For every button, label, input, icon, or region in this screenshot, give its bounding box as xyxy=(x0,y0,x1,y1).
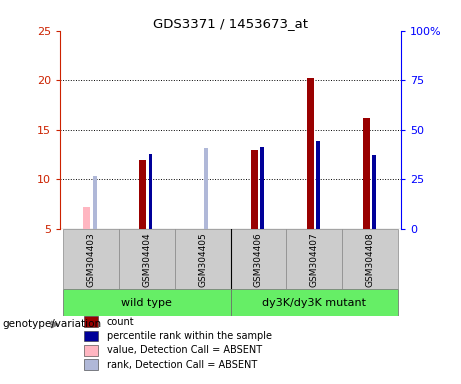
Bar xyxy=(175,229,230,289)
Bar xyxy=(93,177,96,229)
Bar xyxy=(343,229,398,289)
Title: GDS3371 / 1453673_at: GDS3371 / 1453673_at xyxy=(153,17,308,30)
Text: GSM304404: GSM304404 xyxy=(142,232,151,286)
Bar xyxy=(260,147,264,229)
Bar xyxy=(83,207,90,229)
Text: GSM304406: GSM304406 xyxy=(254,232,263,287)
Bar xyxy=(84,331,98,341)
Bar xyxy=(286,229,343,289)
Bar xyxy=(251,150,258,229)
Text: genotype/variation: genotype/variation xyxy=(2,319,101,329)
Text: value, Detection Call = ABSENT: value, Detection Call = ABSENT xyxy=(106,346,262,356)
Bar xyxy=(84,359,98,370)
Text: GSM304407: GSM304407 xyxy=(310,232,319,287)
Bar xyxy=(148,154,153,229)
Text: dy3K/dy3K mutant: dy3K/dy3K mutant xyxy=(262,298,366,308)
Bar xyxy=(316,141,320,229)
Bar xyxy=(372,155,376,229)
Bar xyxy=(230,289,398,316)
Bar xyxy=(307,78,314,229)
Text: rank, Detection Call = ABSENT: rank, Detection Call = ABSENT xyxy=(106,360,257,370)
Bar xyxy=(63,229,118,289)
Bar xyxy=(63,289,230,316)
Text: GSM304405: GSM304405 xyxy=(198,232,207,287)
Text: GSM304403: GSM304403 xyxy=(86,232,95,287)
Bar xyxy=(205,148,208,229)
Text: count: count xyxy=(106,316,134,326)
Text: wild type: wild type xyxy=(121,298,172,308)
Bar xyxy=(118,229,175,289)
Bar xyxy=(139,160,146,229)
Bar xyxy=(84,345,98,356)
Bar xyxy=(230,229,286,289)
Text: percentile rank within the sample: percentile rank within the sample xyxy=(106,331,272,341)
Text: GSM304408: GSM304408 xyxy=(366,232,375,287)
Bar xyxy=(84,316,98,327)
Bar xyxy=(363,118,370,229)
